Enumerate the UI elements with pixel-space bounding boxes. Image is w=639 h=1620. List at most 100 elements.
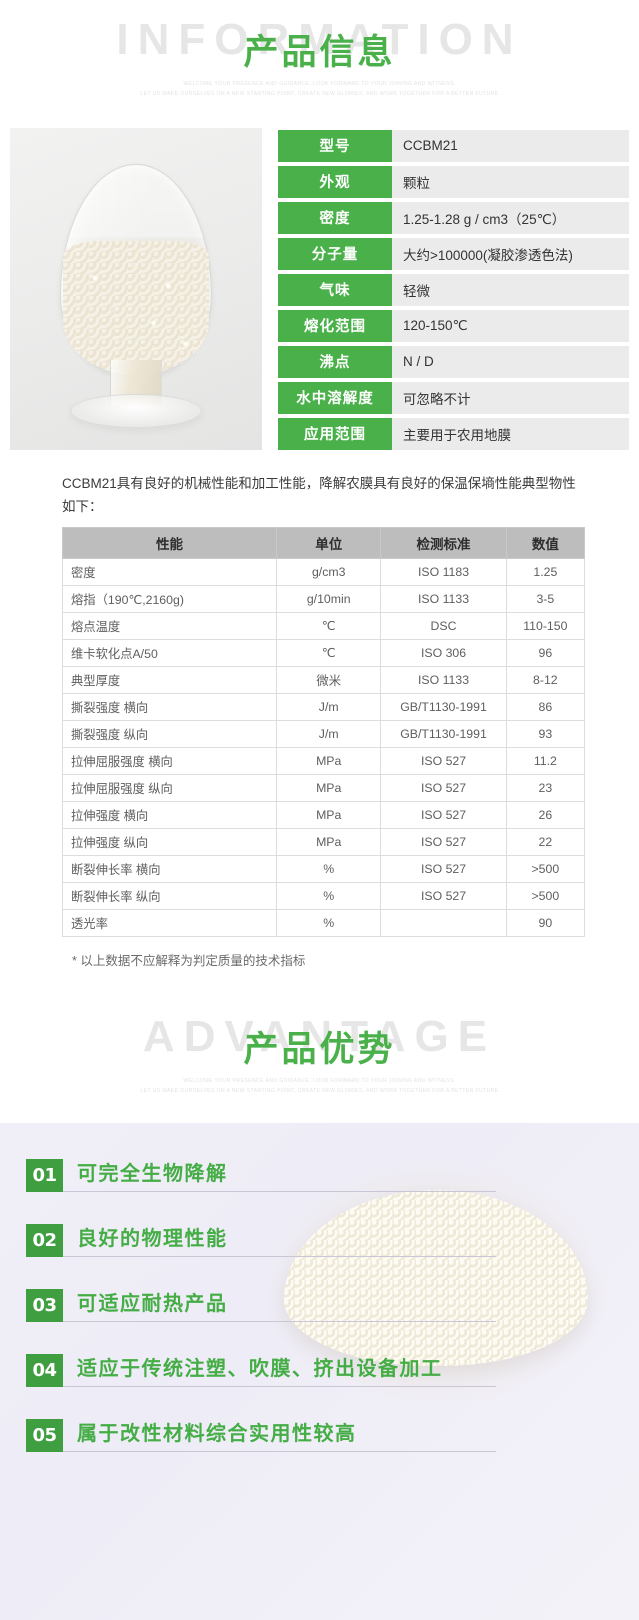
advantage-list: 01 可完全生物降解 02 良好的物理性能 03 可适应耐热产品 04 适应于传统注塑、吹膜、…: [26, 1158, 496, 1484]
spec-key: 沸点: [278, 345, 392, 378]
cell-property: 熔指（190℃,2160g): [61, 585, 278, 613]
cell-unit: 微米: [276, 666, 382, 694]
table-row: 断裂伸长率 纵向% ISO 527 >500: [61, 882, 586, 910]
spec-key: 水中溶解度: [278, 381, 392, 414]
spec-row: 型号 CCBM21: [278, 129, 629, 162]
spec-value: 轻微: [392, 273, 629, 306]
advantage-item: 04 适应于传统注塑、吹膜、挤出设备加工: [26, 1353, 496, 1387]
table-header-row: 性能 单位 检测标准 数值: [61, 527, 586, 559]
spec-value: 大约>100000(凝胶渗透色法): [392, 237, 629, 270]
cell-standard: ISO 527: [380, 774, 507, 802]
cell-value: 1.25: [505, 558, 586, 586]
information-subtitle-line-1: WELCOME YOUR PRESENCE AND GUIDANCE, LOOK…: [183, 81, 456, 87]
description-and-data: CCBM21具有良好的机械性能和加工性能，降解农膜具有良好的保温保墒性能典型物性…: [0, 450, 639, 969]
cell-standard: ISO 527: [380, 801, 507, 829]
cell-property: 维卡软化点A/50: [61, 639, 278, 667]
advantage-label: 良好的物理性能: [77, 1227, 228, 1250]
cell-standard: ISO 527: [380, 882, 507, 910]
table-row: 拉伸屈服强度 横向 MPa ISO 527 11.2: [61, 747, 586, 775]
product-information-section: INFORMATION 产品信息 WELCOME YOUR PRESENCE A…: [0, 18, 639, 969]
advantage-number-badge: 03: [26, 1288, 63, 1322]
spec-value: 1.25-1.28 g / cm3（25℃）: [392, 201, 629, 234]
cell-value: 11.2: [505, 747, 586, 775]
advantage-photo: [251, 1148, 621, 1407]
flask-base: [70, 393, 202, 428]
cell-unit: MPa: [276, 801, 382, 829]
information-subtitle: WELCOME YOUR PRESENCE AND GUIDANCE, LOOK…: [0, 80, 639, 100]
cell-property: 断裂伸长率 横向: [61, 855, 278, 883]
advantage-subtitle-line-2: LET US MAKE OURSELVES ON A NEW STARTING …: [140, 1087, 499, 1094]
cell-value: 96: [505, 639, 586, 667]
cell-unit: %: [276, 909, 382, 937]
spec-key: 分子量: [278, 237, 392, 270]
cell-property: 拉伸强度 纵向: [61, 828, 278, 856]
cell-property: 撕裂强度 横向: [61, 693, 278, 721]
advantage-text-wrap: 属于改性材料综合实用性较高: [63, 1422, 496, 1452]
spec-value: 颗粒: [392, 165, 629, 198]
advantage-number-badge: 02: [26, 1223, 63, 1257]
cell-unit: J/m: [276, 693, 382, 721]
cell-standard: [380, 909, 507, 937]
table-row: 撕裂强度 横向 J/m GB/T1130-1991 86: [61, 693, 586, 721]
advantage-number-badge: 05: [26, 1418, 63, 1452]
cell-property: 透光率: [61, 909, 278, 937]
cell-standard: ISO 527: [380, 747, 507, 775]
spec-row: 密度 1.25-1.28 g / cm3（25℃）: [278, 201, 629, 234]
spec-key: 密度: [278, 201, 392, 234]
cell-standard: ISO 527: [380, 828, 507, 856]
spec-row: 熔化范围 120-150℃: [278, 309, 629, 342]
table-row: 断裂伸长率 横向% ISO 527 >500: [61, 855, 586, 883]
cell-value: 8-12: [505, 666, 586, 694]
cell-unit: MPa: [276, 774, 382, 802]
information-body: 型号 CCBM21 外观 颗粒 密度 1.25-1.28 g / cm3（25℃…: [0, 127, 639, 450]
spec-value: 120-150℃: [392, 309, 629, 342]
cell-unit: g/10min: [276, 585, 382, 613]
advantage-title: 产品优势: [243, 1030, 396, 1069]
cell-standard: GB/T1130-1991: [380, 720, 507, 748]
pellet-pile-icon: [284, 1189, 588, 1366]
cell-property: 撕裂强度 纵向: [61, 720, 278, 748]
advantage-label: 属于改性材料综合实用性较高: [77, 1422, 357, 1445]
cell-unit: %: [276, 882, 382, 910]
table-row: 拉伸屈服强度 纵向 MPa ISO 527 23: [61, 774, 586, 802]
information-subtitle-line-2: LET US MAKE OURSELVES ON A NEW STARTING …: [140, 90, 499, 97]
table-row: 熔指（190℃,2160g) g/10min ISO 1133 3-5: [61, 585, 586, 613]
advantage-text-wrap: 可完全生物降解: [63, 1162, 496, 1192]
product-advantage-section: 01 可完全生物降解 02 良好的物理性能 03 可适应耐热产品 04 适应于传统注塑、吹膜、…: [0, 1122, 639, 1620]
advantage-item: 03 可适应耐热产品: [26, 1288, 496, 1322]
table-row: 拉伸强度 横向 MPa ISO 527 26: [61, 801, 586, 829]
cell-standard: ISO 1183: [380, 558, 507, 586]
advantage-label: 适应于传统注塑、吹膜、挤出设备加工: [77, 1357, 443, 1380]
cell-unit: MPa: [276, 747, 382, 775]
cell-standard: GB/T1130-1991: [380, 693, 507, 721]
information-section-header: INFORMATION 产品信息 WELCOME YOUR PRESENCE A…: [0, 18, 639, 100]
advantage-subtitle: WELCOME YOUR PRESENCE AND GUIDANCE, LOOK…: [0, 1077, 639, 1097]
advantage-ghost-title: ADVANTAGE: [142, 1012, 497, 1061]
spec-row: 分子量 大约>100000(凝胶渗透色法): [278, 237, 629, 270]
spec-value: N / D: [392, 345, 629, 378]
cell-value: >500: [505, 855, 586, 883]
specification-table: 型号 CCBM21 外观 颗粒 密度 1.25-1.28 g / cm3（25℃…: [278, 128, 629, 450]
product-photo: [10, 127, 262, 450]
cell-property: 拉伸强度 横向: [61, 801, 278, 829]
advantage-text-wrap: 适应于传统注塑、吹膜、挤出设备加工: [63, 1357, 496, 1387]
glass-flask-icon: [60, 163, 212, 376]
advantage-number-badge: 01: [26, 1158, 63, 1192]
cell-value: 86: [505, 693, 586, 721]
advantage-section-header: ADVANTAGE 产品优势 WELCOME YOUR PRESENCE AND…: [0, 1015, 639, 1097]
col-header-value: 数值: [505, 527, 586, 559]
cell-standard: ISO 1133: [380, 666, 507, 694]
table-row: 拉伸强度 纵向 MPa ISO 527 22: [61, 828, 586, 856]
spec-key: 气味: [278, 273, 392, 306]
cell-value: 26: [505, 801, 586, 829]
cell-unit: ℃: [276, 639, 382, 667]
spec-value: 主要用于农用地膜: [392, 417, 629, 450]
cell-property: 典型厚度: [61, 666, 278, 694]
col-header-property: 性能: [61, 527, 278, 559]
table-row: 熔点温度 ℃ DSC 110-150: [61, 612, 586, 640]
cell-standard: ISO 1133: [380, 585, 507, 613]
col-header-standard: 检测标准: [380, 527, 507, 559]
cell-value: 110-150: [505, 612, 586, 640]
advantage-item: 01 可完全生物降解: [26, 1158, 496, 1192]
cell-unit: ℃: [276, 612, 382, 640]
